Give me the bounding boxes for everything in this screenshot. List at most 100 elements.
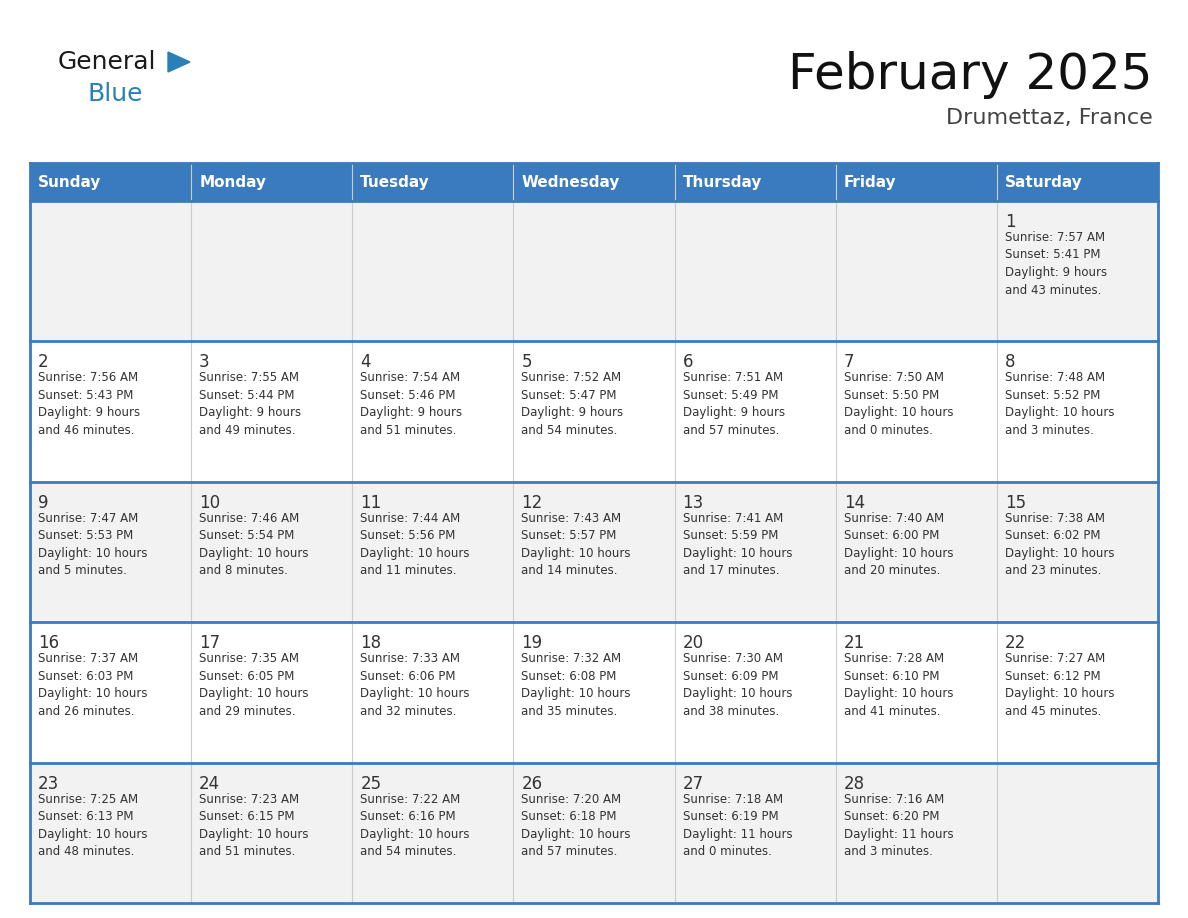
Bar bbox=[835, 201, 997, 341]
Text: 1: 1 bbox=[1005, 213, 1016, 231]
Text: 21: 21 bbox=[843, 634, 865, 652]
Bar bbox=[513, 163, 675, 201]
Bar bbox=[191, 763, 353, 903]
Text: Thursday: Thursday bbox=[683, 174, 762, 189]
Bar bbox=[513, 482, 675, 622]
Text: 8: 8 bbox=[1005, 353, 1016, 372]
Bar bbox=[997, 201, 1158, 341]
Text: 15: 15 bbox=[1005, 494, 1026, 512]
Bar bbox=[30, 482, 191, 622]
Text: 26: 26 bbox=[522, 775, 543, 792]
Bar bbox=[191, 341, 353, 482]
Text: Sunrise: 7:57 AM
Sunset: 5:41 PM
Daylight: 9 hours
and 43 minutes.: Sunrise: 7:57 AM Sunset: 5:41 PM Dayligh… bbox=[1005, 231, 1107, 297]
Bar bbox=[513, 201, 675, 341]
Bar bbox=[675, 201, 835, 341]
Bar bbox=[675, 163, 835, 201]
Text: February 2025: February 2025 bbox=[789, 51, 1154, 99]
Bar bbox=[675, 763, 835, 903]
Bar bbox=[675, 622, 835, 763]
Text: 25: 25 bbox=[360, 775, 381, 792]
Text: Sunrise: 7:18 AM
Sunset: 6:19 PM
Daylight: 11 hours
and 0 minutes.: Sunrise: 7:18 AM Sunset: 6:19 PM Dayligh… bbox=[683, 792, 792, 858]
Bar bbox=[675, 341, 835, 482]
Text: Sunrise: 7:33 AM
Sunset: 6:06 PM
Daylight: 10 hours
and 32 minutes.: Sunrise: 7:33 AM Sunset: 6:06 PM Dayligh… bbox=[360, 652, 469, 718]
Text: 3: 3 bbox=[200, 353, 210, 372]
Text: 14: 14 bbox=[843, 494, 865, 512]
Text: Saturday: Saturday bbox=[1005, 174, 1082, 189]
Text: 23: 23 bbox=[38, 775, 59, 792]
Bar bbox=[191, 201, 353, 341]
Bar bbox=[513, 622, 675, 763]
Text: Sunrise: 7:48 AM
Sunset: 5:52 PM
Daylight: 10 hours
and 3 minutes.: Sunrise: 7:48 AM Sunset: 5:52 PM Dayligh… bbox=[1005, 372, 1114, 437]
Text: 5: 5 bbox=[522, 353, 532, 372]
Bar bbox=[835, 763, 997, 903]
Bar bbox=[30, 201, 191, 341]
Text: 7: 7 bbox=[843, 353, 854, 372]
Bar bbox=[835, 482, 997, 622]
Text: Sunrise: 7:37 AM
Sunset: 6:03 PM
Daylight: 10 hours
and 26 minutes.: Sunrise: 7:37 AM Sunset: 6:03 PM Dayligh… bbox=[38, 652, 147, 718]
Bar bbox=[835, 341, 997, 482]
Bar bbox=[30, 341, 191, 482]
Bar bbox=[191, 163, 353, 201]
Text: 28: 28 bbox=[843, 775, 865, 792]
Bar bbox=[997, 622, 1158, 763]
Text: Sunrise: 7:54 AM
Sunset: 5:46 PM
Daylight: 9 hours
and 51 minutes.: Sunrise: 7:54 AM Sunset: 5:46 PM Dayligh… bbox=[360, 372, 462, 437]
Text: Sunrise: 7:23 AM
Sunset: 6:15 PM
Daylight: 10 hours
and 51 minutes.: Sunrise: 7:23 AM Sunset: 6:15 PM Dayligh… bbox=[200, 792, 309, 858]
Text: Sunrise: 7:43 AM
Sunset: 5:57 PM
Daylight: 10 hours
and 14 minutes.: Sunrise: 7:43 AM Sunset: 5:57 PM Dayligh… bbox=[522, 512, 631, 577]
Text: 11: 11 bbox=[360, 494, 381, 512]
Text: Sunrise: 7:40 AM
Sunset: 6:00 PM
Daylight: 10 hours
and 20 minutes.: Sunrise: 7:40 AM Sunset: 6:00 PM Dayligh… bbox=[843, 512, 953, 577]
Text: Sunrise: 7:25 AM
Sunset: 6:13 PM
Daylight: 10 hours
and 48 minutes.: Sunrise: 7:25 AM Sunset: 6:13 PM Dayligh… bbox=[38, 792, 147, 858]
Text: Monday: Monday bbox=[200, 174, 266, 189]
Text: 18: 18 bbox=[360, 634, 381, 652]
Bar bbox=[997, 341, 1158, 482]
Text: 19: 19 bbox=[522, 634, 543, 652]
Text: Sunrise: 7:22 AM
Sunset: 6:16 PM
Daylight: 10 hours
and 54 minutes.: Sunrise: 7:22 AM Sunset: 6:16 PM Dayligh… bbox=[360, 792, 469, 858]
Polygon shape bbox=[168, 52, 190, 72]
Text: Tuesday: Tuesday bbox=[360, 174, 430, 189]
Text: 16: 16 bbox=[38, 634, 59, 652]
Text: Sunrise: 7:28 AM
Sunset: 6:10 PM
Daylight: 10 hours
and 41 minutes.: Sunrise: 7:28 AM Sunset: 6:10 PM Dayligh… bbox=[843, 652, 953, 718]
Text: General: General bbox=[58, 50, 157, 74]
Text: Sunrise: 7:50 AM
Sunset: 5:50 PM
Daylight: 10 hours
and 0 minutes.: Sunrise: 7:50 AM Sunset: 5:50 PM Dayligh… bbox=[843, 372, 953, 437]
Text: 17: 17 bbox=[200, 634, 220, 652]
Text: 22: 22 bbox=[1005, 634, 1026, 652]
Bar bbox=[30, 622, 191, 763]
Bar bbox=[997, 482, 1158, 622]
Bar bbox=[353, 622, 513, 763]
Text: 10: 10 bbox=[200, 494, 220, 512]
Bar bbox=[513, 341, 675, 482]
Text: Sunrise: 7:27 AM
Sunset: 6:12 PM
Daylight: 10 hours
and 45 minutes.: Sunrise: 7:27 AM Sunset: 6:12 PM Dayligh… bbox=[1005, 652, 1114, 718]
Bar bbox=[675, 482, 835, 622]
Text: Sunrise: 7:46 AM
Sunset: 5:54 PM
Daylight: 10 hours
and 8 minutes.: Sunrise: 7:46 AM Sunset: 5:54 PM Dayligh… bbox=[200, 512, 309, 577]
Text: 2: 2 bbox=[38, 353, 49, 372]
Bar bbox=[997, 163, 1158, 201]
Text: Sunday: Sunday bbox=[38, 174, 101, 189]
Bar bbox=[30, 763, 191, 903]
Bar bbox=[353, 163, 513, 201]
Bar bbox=[191, 482, 353, 622]
Text: Sunrise: 7:16 AM
Sunset: 6:20 PM
Daylight: 11 hours
and 3 minutes.: Sunrise: 7:16 AM Sunset: 6:20 PM Dayligh… bbox=[843, 792, 953, 858]
Text: Friday: Friday bbox=[843, 174, 896, 189]
Bar bbox=[997, 763, 1158, 903]
Bar bbox=[353, 341, 513, 482]
Text: 20: 20 bbox=[683, 634, 703, 652]
Text: Sunrise: 7:55 AM
Sunset: 5:44 PM
Daylight: 9 hours
and 49 minutes.: Sunrise: 7:55 AM Sunset: 5:44 PM Dayligh… bbox=[200, 372, 302, 437]
Text: Wednesday: Wednesday bbox=[522, 174, 620, 189]
Text: 13: 13 bbox=[683, 494, 703, 512]
Text: 6: 6 bbox=[683, 353, 693, 372]
Bar bbox=[835, 163, 997, 201]
Text: 12: 12 bbox=[522, 494, 543, 512]
Bar bbox=[191, 622, 353, 763]
Text: Sunrise: 7:44 AM
Sunset: 5:56 PM
Daylight: 10 hours
and 11 minutes.: Sunrise: 7:44 AM Sunset: 5:56 PM Dayligh… bbox=[360, 512, 469, 577]
Text: Sunrise: 7:52 AM
Sunset: 5:47 PM
Daylight: 9 hours
and 54 minutes.: Sunrise: 7:52 AM Sunset: 5:47 PM Dayligh… bbox=[522, 372, 624, 437]
Text: 27: 27 bbox=[683, 775, 703, 792]
Bar bbox=[353, 763, 513, 903]
Text: 4: 4 bbox=[360, 353, 371, 372]
Text: 9: 9 bbox=[38, 494, 49, 512]
Text: Drumettaz, France: Drumettaz, France bbox=[947, 108, 1154, 128]
Text: Sunrise: 7:20 AM
Sunset: 6:18 PM
Daylight: 10 hours
and 57 minutes.: Sunrise: 7:20 AM Sunset: 6:18 PM Dayligh… bbox=[522, 792, 631, 858]
Text: Sunrise: 7:32 AM
Sunset: 6:08 PM
Daylight: 10 hours
and 35 minutes.: Sunrise: 7:32 AM Sunset: 6:08 PM Dayligh… bbox=[522, 652, 631, 718]
Text: Sunrise: 7:47 AM
Sunset: 5:53 PM
Daylight: 10 hours
and 5 minutes.: Sunrise: 7:47 AM Sunset: 5:53 PM Dayligh… bbox=[38, 512, 147, 577]
Bar bbox=[353, 482, 513, 622]
Text: Sunrise: 7:41 AM
Sunset: 5:59 PM
Daylight: 10 hours
and 17 minutes.: Sunrise: 7:41 AM Sunset: 5:59 PM Dayligh… bbox=[683, 512, 792, 577]
Text: Sunrise: 7:35 AM
Sunset: 6:05 PM
Daylight: 10 hours
and 29 minutes.: Sunrise: 7:35 AM Sunset: 6:05 PM Dayligh… bbox=[200, 652, 309, 718]
